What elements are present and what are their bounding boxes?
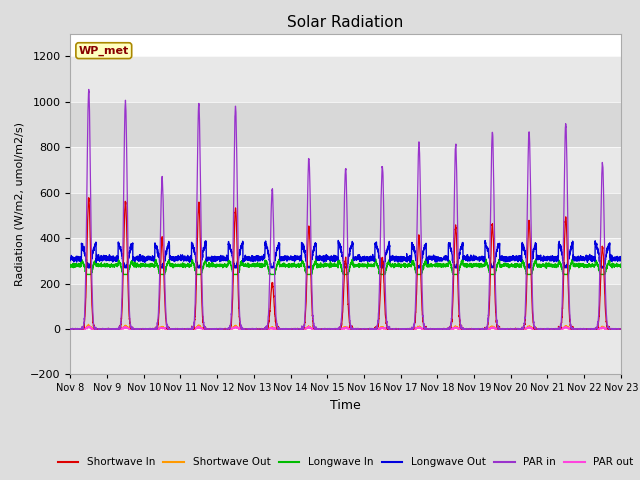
Bar	[70, 147, 621, 192]
Bar	[70, 102, 621, 147]
Bar	[70, 329, 621, 374]
Y-axis label: Radiation (W/m2, umol/m2/s): Radiation (W/m2, umol/m2/s)	[15, 122, 24, 286]
X-axis label: Time: Time	[330, 399, 361, 412]
Bar	[70, 284, 621, 329]
Title: Solar Radiation: Solar Radiation	[287, 15, 404, 30]
Legend: Shortwave In, Shortwave Out, Longwave In, Longwave Out, PAR in, PAR out: Shortwave In, Shortwave Out, Longwave In…	[53, 453, 638, 471]
Text: WP_met: WP_met	[79, 46, 129, 56]
Bar	[70, 192, 621, 238]
Bar	[70, 56, 621, 102]
Bar	[70, 238, 621, 284]
